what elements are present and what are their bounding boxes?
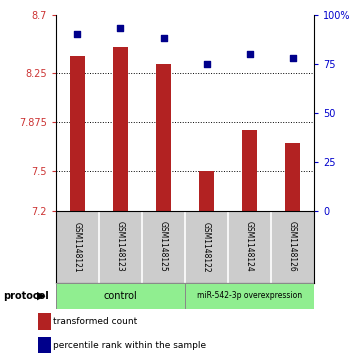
Bar xyxy=(242,130,257,211)
Text: GSM1148124: GSM1148124 xyxy=(245,221,254,272)
Bar xyxy=(113,47,128,211)
Text: GSM1148125: GSM1148125 xyxy=(159,221,168,272)
Text: percentile rank within the sample: percentile rank within the sample xyxy=(53,341,206,350)
Bar xyxy=(70,56,85,211)
Text: ▶: ▶ xyxy=(37,291,46,301)
Text: GSM1148126: GSM1148126 xyxy=(288,221,297,272)
Point xyxy=(247,51,252,57)
Text: GSM1148122: GSM1148122 xyxy=(202,221,211,272)
Point xyxy=(290,55,295,61)
Text: control: control xyxy=(104,291,137,301)
Text: transformed count: transformed count xyxy=(53,317,138,326)
Bar xyxy=(156,64,171,211)
Bar xyxy=(285,143,300,211)
Point xyxy=(75,31,81,37)
Text: GSM1148123: GSM1148123 xyxy=(116,221,125,272)
Text: miR-542-3p overexpression: miR-542-3p overexpression xyxy=(197,291,302,300)
Bar xyxy=(38,313,51,330)
Text: protocol: protocol xyxy=(4,291,49,301)
Point xyxy=(118,25,123,31)
Bar xyxy=(199,171,214,211)
Point xyxy=(161,35,166,41)
Bar xyxy=(185,283,314,309)
Bar xyxy=(56,283,185,309)
Bar xyxy=(38,337,51,354)
Point xyxy=(204,61,209,66)
Text: GSM1148121: GSM1148121 xyxy=(73,221,82,272)
